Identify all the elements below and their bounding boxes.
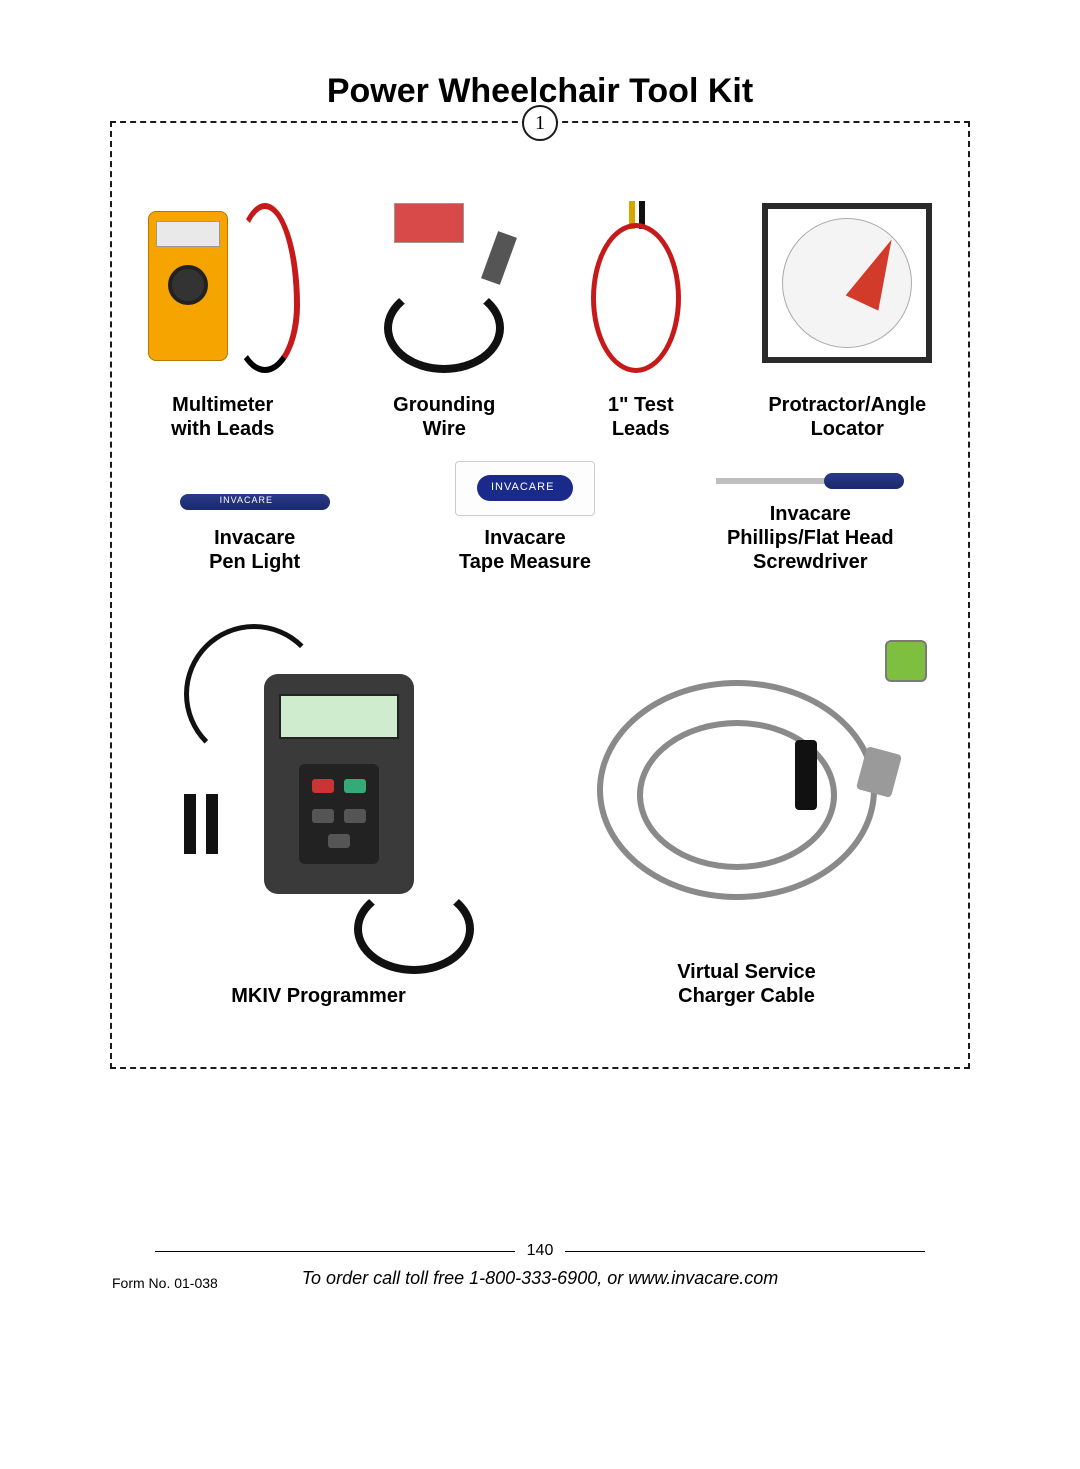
item-screwdriver: Invacare Phillips/Flat Head Screwdriver	[710, 470, 910, 574]
caption-multimeter: Multimeter with Leads	[171, 393, 274, 441]
caption-line: Phillips/Flat Head	[727, 527, 894, 549]
caption-line: 1" Test	[608, 394, 674, 416]
caption-line: Virtual Service	[677, 961, 816, 983]
caption-line: Tape Measure	[459, 551, 591, 573]
page-number: 140	[527, 1242, 554, 1260]
item-tape-measure: Invacare Tape Measure	[455, 461, 595, 574]
caption-pen-light: Invacare Pen Light	[209, 526, 300, 574]
caption-line: Pen Light	[209, 551, 300, 573]
pen-light-image	[170, 488, 340, 516]
toolkit-dashed-frame: 1 Multimeter with Leads Grounding Wire	[110, 121, 970, 1069]
caption-protractor: Protractor/Angle Locator	[768, 393, 926, 441]
screwdriver-image	[710, 470, 910, 492]
item-virtual-service-cable: Virtual Service Charger Cable	[557, 630, 937, 1008]
footer-rule-left	[155, 1251, 515, 1252]
row-3: MKIV Programmer Virtual Service Charger …	[112, 604, 968, 1008]
multimeter-image	[138, 193, 308, 383]
caption-tape: Invacare Tape Measure	[459, 526, 591, 574]
caption-screwdriver: Invacare Phillips/Flat Head Screwdriver	[727, 502, 894, 574]
caption-mkiv: MKIV Programmer	[231, 984, 406, 1008]
caption-line: MKIV Programmer	[231, 985, 406, 1007]
tape-measure-image	[455, 461, 595, 516]
caption-line: Invacare	[214, 527, 295, 549]
caption-line: Invacare	[484, 527, 565, 549]
callout-bubble: 1	[522, 105, 558, 141]
item-mkiv-programmer: MKIV Programmer	[144, 604, 494, 1008]
item-multimeter: Multimeter with Leads	[138, 193, 308, 441]
item-pen-light: Invacare Pen Light	[170, 488, 340, 574]
caption-line: Multimeter	[172, 394, 273, 416]
test-leads-image	[581, 193, 701, 383]
callout-bubble-label: 1	[535, 112, 545, 135]
caption-test-leads: 1" Test Leads	[608, 393, 674, 441]
form-number: Form No. 01-038	[112, 1275, 218, 1291]
item-grounding-wire: Grounding Wire	[359, 193, 529, 441]
caption-line: Locator	[811, 418, 884, 440]
caption-line: Wire	[423, 418, 466, 440]
caption-line: Protractor/Angle	[768, 394, 926, 416]
item-test-leads: 1" Test Leads	[581, 193, 701, 441]
caption-line: Screwdriver	[753, 551, 868, 573]
caption-line: with Leads	[171, 418, 274, 440]
footer-rule-right	[565, 1251, 925, 1252]
row-2: Invacare Pen Light Invacare Tape Measure…	[112, 461, 968, 574]
caption-line: Leads	[612, 418, 670, 440]
caption-vservice: Virtual Service Charger Cable	[677, 960, 816, 1008]
caption-grounding: Grounding Wire	[393, 393, 495, 441]
caption-line: Charger Cable	[678, 985, 815, 1007]
virtual-service-cable-image	[557, 630, 937, 950]
protractor-image	[752, 193, 942, 383]
caption-line: Grounding	[393, 394, 495, 416]
caption-line: Invacare	[770, 503, 851, 525]
item-protractor: Protractor/Angle Locator	[752, 193, 942, 441]
mkiv-programmer-image	[144, 604, 494, 974]
row-1: Multimeter with Leads Grounding Wire 1" …	[112, 193, 968, 441]
grounding-wire-image	[359, 193, 529, 383]
